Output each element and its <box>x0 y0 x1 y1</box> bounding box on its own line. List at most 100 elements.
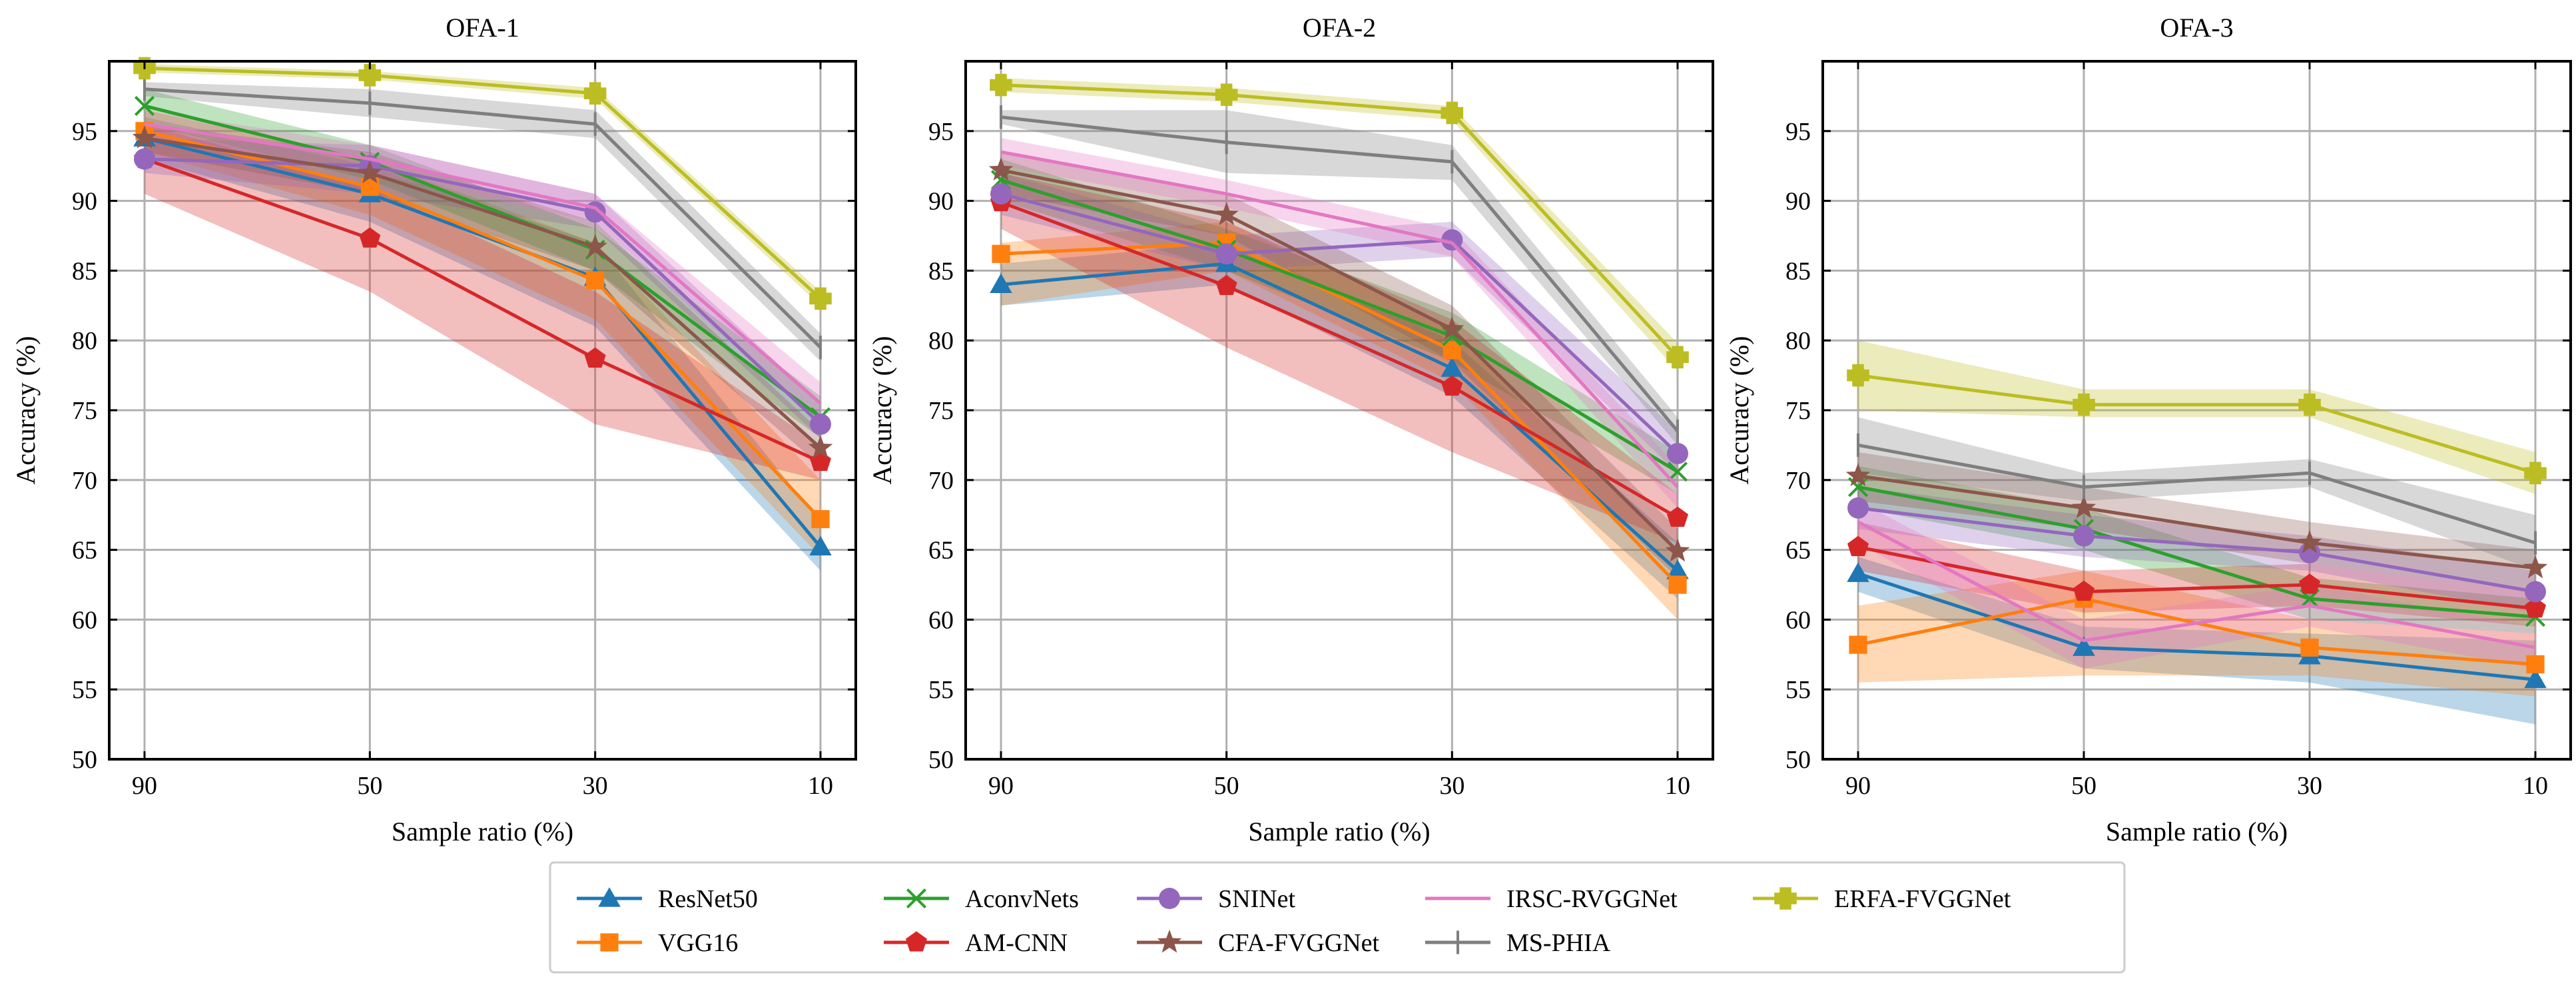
y-tick-label: 55 <box>72 676 97 704</box>
y-tick-label: 65 <box>928 537 954 565</box>
point-sninet <box>1667 442 1688 464</box>
point-erfa-fvggnet <box>990 73 1012 97</box>
line-vgg16 <box>144 129 822 521</box>
legend-marker <box>598 887 621 907</box>
point-resnet50 <box>990 273 1012 293</box>
point-cfa-fvggnet <box>132 125 157 149</box>
point-erfa-fvggnet <box>1441 101 1464 125</box>
y-tick-label: 50 <box>72 746 97 774</box>
point-cfa-fvggnet <box>988 157 1014 180</box>
band-sninet <box>1001 172 1678 474</box>
legend-marker <box>1157 929 1182 953</box>
x-axis-label: Sample ratio (%) <box>2106 817 2288 846</box>
point-cfa-fvggnet <box>2297 529 2322 553</box>
legend-label: ResNet50 <box>658 885 758 913</box>
band-irsc-rvggnet <box>1858 501 2535 669</box>
y-tick-label: 80 <box>72 327 97 355</box>
x-tick-label: 30 <box>583 772 608 800</box>
line-erfa-fvggnet <box>1000 83 1679 359</box>
line-resnet50 <box>144 136 822 549</box>
x-axis-label: Sample ratio (%) <box>1248 817 1430 846</box>
point-sninet <box>2073 525 2094 547</box>
line-irsc-rvggnet <box>144 122 822 405</box>
point-cfa-fvggnet <box>2523 555 2548 579</box>
panel-ofa-1: 50 55 60 65 70 75 80 85 90 95 90 50 30 10 OFA-1 Sample … <box>11 13 857 846</box>
point-sninet <box>990 183 1012 205</box>
point-cfa-fvggnet <box>2071 495 2096 519</box>
point-cfa-fvggnet <box>1845 463 1871 486</box>
point-vgg16 <box>586 271 605 290</box>
point-sninet <box>1215 243 1237 265</box>
band-vgg16 <box>1858 571 2535 697</box>
line-erfa-fvggnet <box>144 67 822 300</box>
y-tick-label: 70 <box>72 467 97 495</box>
y-tick-label: 50 <box>928 746 954 774</box>
y-tick-label: 85 <box>72 257 97 285</box>
point-resnet50 <box>2524 668 2547 689</box>
point-vgg16 <box>1668 575 1687 594</box>
y-axis-label: Accuracy (%) <box>867 336 897 484</box>
y-tick-label: 90 <box>928 188 954 216</box>
band-ms-phia <box>145 82 820 362</box>
legend-item-resnet50: ResNet50 <box>577 885 758 913</box>
point-vgg16 <box>2526 655 2545 674</box>
x-tick-label: 50 <box>357 772 382 800</box>
y-tick-label: 75 <box>928 397 954 425</box>
point-cfa-fvggnet <box>1440 316 1464 340</box>
point-am-cnn <box>1847 535 1869 556</box>
point-sninet <box>1441 229 1463 251</box>
y-tick-label: 95 <box>928 118 954 146</box>
line-irsc-rvggnet <box>1857 520 2536 649</box>
legend-label: SNINet <box>1218 885 1296 913</box>
line-aconvnets <box>144 104 822 419</box>
band-am-cnn <box>145 124 820 480</box>
x-tick-label: 50 <box>1214 772 1239 800</box>
legend-item-irsc-rvggnet: IRSC-RVGGNet <box>1425 885 1678 913</box>
legend-item-cfa-fvggnet: CFA-FVGGNet <box>1137 929 1380 957</box>
band-cfa-fvggnet <box>1001 152 1678 578</box>
legend-marker <box>906 931 927 952</box>
line-cfa-fvggnet <box>1857 474 2536 570</box>
point-vgg16 <box>811 509 830 529</box>
point-cfa-fvggnet <box>808 435 833 459</box>
y-tick-label: 95 <box>1785 118 1811 146</box>
panel-ofa-3: 50 55 60 65 70 75 80 85 90 95 90 50 30 10 OFA-3 Sample … <box>1724 13 2572 846</box>
point-vgg16 <box>992 244 1010 263</box>
line-am-cnn <box>1857 545 2536 611</box>
band-irsc-rvggnet <box>1001 138 1678 508</box>
y-tick-label: 50 <box>1785 746 1811 774</box>
y-tick-label: 80 <box>1785 327 1811 355</box>
y-tick-label: 70 <box>1785 467 1811 495</box>
y-tick-label: 90 <box>1785 188 1811 216</box>
legend-label: MS-PHIA <box>1506 929 1611 957</box>
band-erfa-fvggnet <box>1858 340 2535 494</box>
y-tick-label: 60 <box>72 606 97 634</box>
x-tick-label: 90 <box>988 772 1014 800</box>
line-aconvnets <box>1000 178 1679 474</box>
point-cfa-fvggnet <box>583 234 607 258</box>
line-aconvnets <box>1857 485 2536 619</box>
point-resnet50 <box>809 535 832 556</box>
point-erfa-fvggnet <box>1215 83 1238 107</box>
legend-item-vgg16: VGG16 <box>577 929 738 957</box>
point-resnet50 <box>1666 559 1689 579</box>
line-ms-phia <box>1000 115 1679 433</box>
line-sninet <box>144 157 822 426</box>
legend-label: VGG16 <box>658 929 738 957</box>
point-sninet <box>134 148 155 170</box>
band-resnet50 <box>1858 557 2535 725</box>
legend-marker <box>906 888 927 909</box>
point-vgg16 <box>1849 635 1867 654</box>
x-tick-label: 30 <box>1439 772 1464 800</box>
point-resnet50 <box>1847 562 1869 582</box>
point-resnet50 <box>1441 357 1464 377</box>
point-am-cnn <box>359 227 381 248</box>
line-vgg16 <box>1000 241 1679 586</box>
x-tick-label: 10 <box>1665 772 1690 800</box>
line-erfa-fvggnet <box>1857 374 2536 475</box>
point-erfa-fvggnet <box>358 64 382 87</box>
point-aconvnets <box>134 96 155 117</box>
panel-title: OFA-2 <box>1303 13 1376 43</box>
